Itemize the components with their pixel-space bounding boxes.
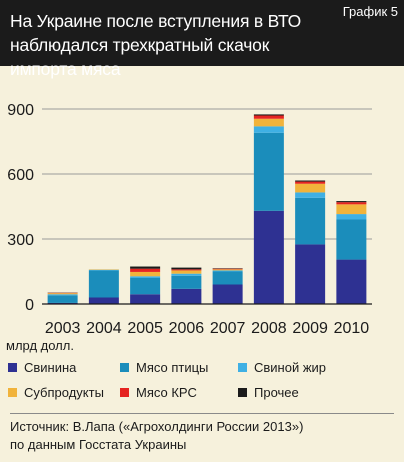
bar-segment [171, 273, 202, 276]
bar-segment [88, 269, 119, 271]
x-tick-label: 2005 [127, 320, 163, 337]
x-tick-label: 2004 [86, 320, 122, 337]
bar-segment [130, 278, 161, 295]
bar-segment [336, 214, 367, 220]
chart-number-label: График 5 [342, 4, 398, 19]
bar-segment [171, 270, 202, 274]
bar-segment [171, 269, 202, 271]
bar-segment [295, 180, 326, 182]
bar-segment [253, 114, 284, 116]
source-line-2: по данным Госстата Украины [10, 437, 187, 452]
legend-item: Свинина [8, 360, 76, 375]
bar-segment [130, 266, 161, 269]
title-line-2: наблюдался трехкратный скачок импорта мя… [10, 35, 270, 79]
x-tick-label: 2003 [45, 320, 81, 337]
title-line-1: На Украине после вступления в ВТО [10, 11, 302, 31]
bar-segment [171, 288, 202, 304]
bar-segment [47, 294, 78, 296]
bar-segment [295, 181, 326, 184]
stacked-bar-chart: 0 300 600 900 2003 2004 2005 2006 2007 2008 2009 20… [6, 102, 372, 353]
bar-segment [130, 268, 161, 272]
legend-swatch [8, 388, 17, 397]
bar-segment [47, 293, 78, 295]
bar-segment [212, 268, 243, 270]
source-divider [10, 413, 394, 414]
bar-segment [130, 294, 161, 304]
bar-segment [253, 210, 284, 304]
bar-segment [295, 244, 326, 304]
y-axis-unit-label: млрд долл. [6, 338, 74, 353]
bar-segment [295, 192, 326, 198]
legend-item: Мясо КРС [120, 385, 197, 400]
x-tick-label: 2009 [292, 320, 328, 337]
x-tick-label: 2008 [251, 320, 287, 337]
bar-segment [47, 295, 78, 303]
bar-segment [253, 118, 284, 127]
chart-header: На Украине после вступления в ВТО наблюд… [0, 0, 404, 79]
x-tick-label: 2007 [210, 320, 246, 337]
legend-label: Субпродукты [24, 385, 104, 400]
bar-segment [212, 270, 243, 272]
bar-segment [212, 269, 243, 271]
source-line-1: Источник: В.Лапа («Агрохолдинги России 2… [10, 419, 304, 434]
legend-item: Мясо птицы [120, 360, 208, 375]
bar-segment [336, 202, 367, 205]
bar-segment [253, 132, 284, 211]
bar-segment [130, 271, 161, 277]
legend-item: Субпродукты [8, 385, 104, 400]
legend-swatch [238, 388, 247, 397]
x-tick-label: 2010 [334, 320, 370, 337]
chart-title: На Украине после вступления в ВТО наблюд… [10, 9, 340, 81]
bar-segment [295, 183, 326, 193]
bar-segment [336, 219, 367, 260]
legend-label: Свиной жир [254, 360, 327, 375]
bar-segment [336, 201, 367, 203]
source-note: Источник: В.Лапа («Агрохолдинги России 2… [10, 418, 394, 454]
bar-segment [253, 126, 284, 133]
bar-segment [212, 271, 243, 285]
bar-segment [212, 284, 243, 304]
bar-segment [130, 276, 161, 278]
bar-segment [88, 270, 119, 298]
y-tick-label: 300 [7, 232, 34, 249]
bar-segment [295, 197, 326, 245]
legend-swatch [120, 388, 129, 397]
bar-segment [336, 204, 367, 215]
legend-swatch [8, 363, 17, 372]
bar-segment [171, 267, 202, 270]
bar-segment [171, 275, 202, 289]
bar-segment [253, 115, 284, 119]
legend-item: Свиной жир [238, 360, 326, 375]
legend-label: Мясо КРС [136, 385, 197, 400]
y-tick-label: 0 [25, 297, 34, 314]
legend-item: Прочее [238, 385, 299, 400]
legend-swatch [238, 363, 247, 372]
y-tick-label: 600 [7, 167, 34, 184]
y-tick-label: 900 [7, 102, 34, 119]
legend-label: Мясо птицы [136, 360, 209, 375]
legend-label: Свинина [24, 360, 77, 375]
x-tick-label: 2006 [169, 320, 205, 337]
bar-segment [88, 297, 119, 304]
legend-swatch [120, 363, 129, 372]
legend-label: Прочее [254, 385, 299, 400]
bar-segment [336, 259, 367, 304]
